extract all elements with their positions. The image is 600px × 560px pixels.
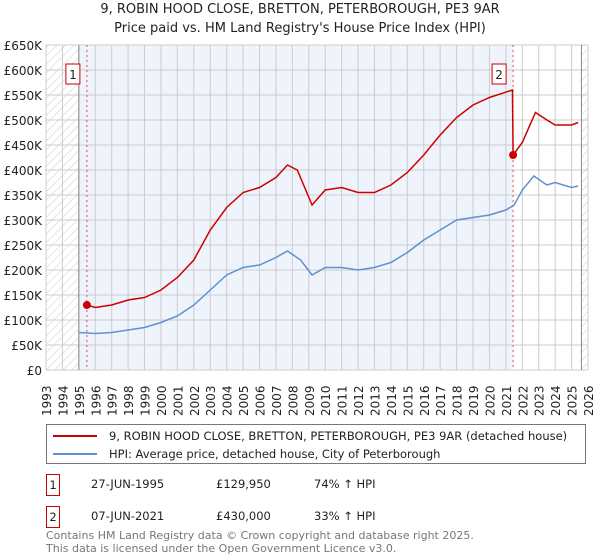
x-tick-label: 2003 <box>204 385 218 416</box>
x-tick-label: 2007 <box>270 385 284 416</box>
sale-hpi: 33% ↑ HPI <box>314 509 376 523</box>
y-tick-label: £250K <box>4 239 44 253</box>
y-tick-label: £550K <box>4 89 44 103</box>
legend-label: 9, ROBIN HOOD CLOSE, BRETTON, PETERBOROU… <box>109 429 568 443</box>
x-tick-label: 2015 <box>401 385 415 416</box>
x-tick-label: 2025 <box>566 385 580 416</box>
y-tick-label: £650K <box>4 39 44 53</box>
sale-row: 1 27-JUN-1995 £129,950 74% ↑ HPI <box>46 474 546 496</box>
x-tick-label: 2022 <box>516 385 530 416</box>
legend-item-property: 9, ROBIN HOOD CLOSE, BRETTON, PETERBOROU… <box>47 427 567 445</box>
x-tick-label: 1993 <box>40 385 54 416</box>
x-tick-label: 2012 <box>352 385 366 416</box>
x-tick-label: 2008 <box>286 385 300 416</box>
x-tick-label: 2013 <box>368 385 382 416</box>
x-tick-label: 2026 <box>582 385 596 416</box>
y-tick-label: £400K <box>4 164 44 178</box>
x-tick-label: 2019 <box>467 385 481 416</box>
sale-hpi: 74% ↑ HPI <box>314 477 376 491</box>
x-tick-label: 1996 <box>89 385 103 416</box>
series-line <box>78 174 579 335</box>
shaded-ownership-region <box>78 45 514 370</box>
legend-swatch-blue <box>53 453 97 455</box>
plot-area: 1993 1994 1995 1996 1997 1998 1999 2000 2001 2002… <box>4 39 596 416</box>
x-tick-label: 2011 <box>336 385 350 416</box>
y-tick-label: £150K <box>4 289 44 303</box>
x-tick-label: 2004 <box>221 385 235 416</box>
x-tick-label: 2009 <box>303 385 317 416</box>
hatched-region-post <box>581 45 588 370</box>
chart-subtitle: Price paid vs. HM Land Registry's House … <box>114 21 486 36</box>
x-tick-label: 2016 <box>418 385 432 416</box>
sale-row: 2 07-JUN-2021 £430,000 33% ↑ HPI <box>46 506 546 528</box>
y-tick-label: £300K <box>4 214 44 228</box>
x-tick-label: 1998 <box>122 385 136 416</box>
sale-point <box>82 301 91 310</box>
sale-point <box>509 151 518 159</box>
legend-swatch-red <box>53 435 97 437</box>
chart-title: 9, ROBIN HOOD CLOSE, BRETTON, PETERBOROU… <box>100 2 500 17</box>
y-tick-label: £350K <box>4 189 44 203</box>
x-tick-label: 2001 <box>171 385 185 416</box>
x-tick-label: 2023 <box>533 385 547 416</box>
x-tick-label: 2020 <box>483 385 497 416</box>
legend-item-hpi: HPI: Average price, detached house, City… <box>47 445 440 463</box>
x-tick-label: 1997 <box>106 385 120 416</box>
sale-marker-box <box>491 63 507 85</box>
sale-price: £129,950 <box>216 477 271 491</box>
x-tick-label: 1999 <box>139 385 153 416</box>
y-tick-label: £50K <box>11 339 43 353</box>
y-tick-label: £500K <box>4 114 44 128</box>
sale-marker-label: 2 <box>495 68 503 82</box>
sale-price: £430,000 <box>216 509 271 523</box>
x-tick-label: 2014 <box>385 385 399 416</box>
y-tick-label: £100K <box>4 314 44 328</box>
sale-marker-box: 2 <box>46 506 60 528</box>
y-tick-label: £0 <box>27 364 42 378</box>
y-tick-label: £200K <box>4 264 44 278</box>
series-line <box>86 88 579 309</box>
x-tick-label: 2000 <box>155 385 169 416</box>
sale-marker-box: 1 <box>46 474 60 496</box>
x-tick-label: 2017 <box>434 385 448 416</box>
x-tick-label: 2018 <box>451 385 465 416</box>
sale-date: 07-JUN-2021 <box>91 509 165 523</box>
x-tick-label: 2010 <box>319 385 333 416</box>
y-tick-label: £450K <box>4 139 44 153</box>
x-tick-label: 2006 <box>254 385 268 416</box>
x-tick-label: 1994 <box>56 385 70 416</box>
x-tick-label: 1995 <box>73 385 87 416</box>
x-tick-label: 2021 <box>500 385 514 416</box>
footer-line: This data is licensed under the Open Gov… <box>46 542 397 555</box>
sale-marker-label: 1 <box>69 68 77 82</box>
footer: Contains HM Land Registry data © Crown c… <box>46 529 474 555</box>
legend-label: HPI: Average price, detached house, City… <box>109 447 441 461</box>
x-tick-label: 2024 <box>549 385 563 416</box>
legend: 9, ROBIN HOOD CLOSE, BRETTON, PETERBOROU… <box>46 424 586 464</box>
footer-line: Contains HM Land Registry data © Crown c… <box>46 529 474 542</box>
sale-date: 27-JUN-1995 <box>91 477 165 491</box>
x-tick-label: 2005 <box>237 385 251 416</box>
sale-marker-box <box>65 63 81 85</box>
x-tick-label: 2002 <box>188 385 202 416</box>
y-tick-label: £600K <box>4 64 44 78</box>
